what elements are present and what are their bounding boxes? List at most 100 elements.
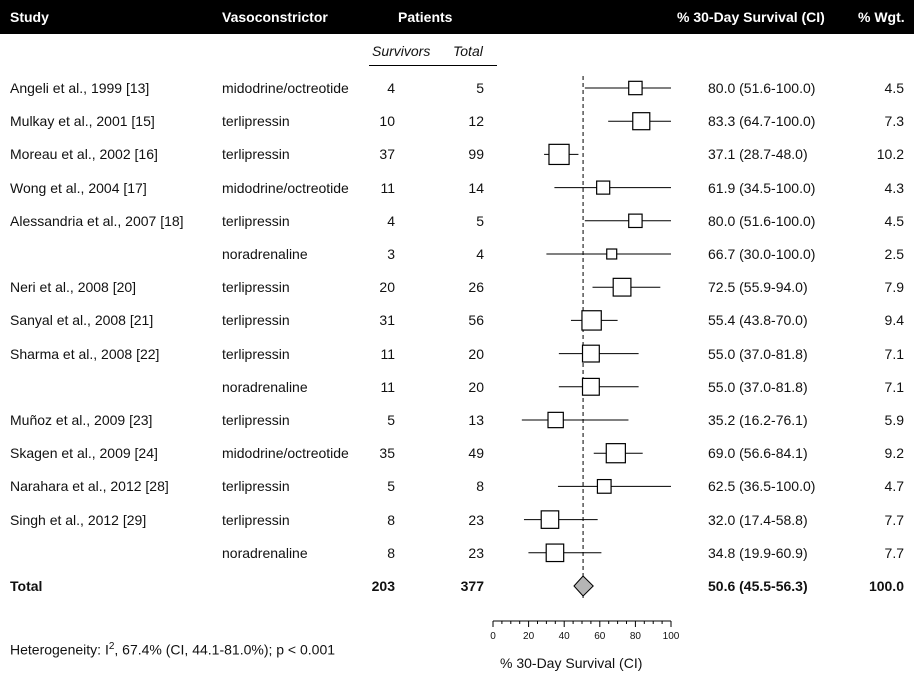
survival-ci-cell: 32.0 (17.4-58.8) (708, 511, 808, 528)
weight-cell: 9.2 (884, 445, 904, 462)
vasoconstrictor-cell: midodrine/octreotide (222, 80, 349, 96)
estimate-box (612, 277, 632, 297)
vasoconstrictor-cell: noradrenaline (222, 378, 308, 395)
total-patients-cell: 377 (460, 578, 484, 594)
survivors-cell: 20 (379, 279, 395, 296)
vasoconstrictor-cell: terlipressin (222, 412, 290, 428)
survival-ci-cell: 35.2 (16.2-76.1) (708, 412, 808, 428)
survival-ci-cell: 55.0 (37.0-81.8) (708, 345, 808, 362)
study-name-cell: Sanyal et al., 2008 [21] (10, 312, 154, 329)
study-name-cell: Muñoz et al., 2009 [23] (10, 412, 153, 428)
vasoconstrictor-cell: terlipressin (222, 212, 290, 229)
survivors-cell: 4 (387, 80, 395, 96)
heterogeneity-superscript: 2 (108, 641, 115, 652)
total-cell: 23 (468, 511, 484, 528)
study-name-cell: Alessandria et al., 2007 [18] (10, 212, 184, 229)
x-tick-label: 0 (490, 631, 496, 642)
study-name-cell: Sharma et al., 2008 [22] (10, 345, 160, 362)
survival-ci-cell: 80.0 (51.6-100.0) (708, 212, 816, 229)
total-cell: 12 (468, 113, 484, 130)
vasoconstrictor-cell: noradrenaline (222, 544, 308, 561)
x-tick-label: 100 (663, 631, 680, 642)
survival-ci-cell: 66.7 (30.0-100.0) (708, 246, 816, 262)
survivors-cell: 5 (387, 412, 395, 428)
weight-cell: 7.7 (884, 511, 904, 528)
survivors-cell: 3 (387, 246, 395, 262)
vasoconstrictor-cell: terlipressin (222, 279, 290, 296)
vasoconstrictor-cell: terlipressin (222, 146, 290, 163)
pooled-diamond (573, 575, 594, 597)
total-cell: 13 (468, 412, 484, 428)
total-cell: 20 (468, 345, 484, 362)
total-cell: 14 (468, 179, 484, 196)
survivors-cell: 11 (380, 179, 395, 196)
patients-column-header: Patients (398, 9, 453, 25)
survivors-cell: 11 (380, 378, 395, 395)
total-cell: 26 (468, 279, 484, 296)
total-weight-cell: 100.0 (868, 578, 904, 594)
survival-ci-cell: 55.0 (37.0-81.8) (708, 378, 808, 395)
vasoconstrictor-column-header: Vasoconstrictor (222, 9, 328, 25)
survival-ci-cell: 37.1 (28.7-48.0) (708, 146, 808, 163)
study-name-cell: Neri et al., 2008 [20] (10, 279, 137, 296)
weight-cell: 9.4 (884, 312, 904, 329)
estimate-box (628, 80, 643, 96)
x-tick-label: 60 (594, 631, 606, 642)
survivors-subheader: Survivors (372, 43, 431, 59)
estimate-box (596, 180, 611, 195)
weight-cell: 7.1 (884, 378, 904, 395)
survival-ci-cell: 72.5 (55.9-94.0) (708, 279, 808, 296)
survivors-cell: 10 (379, 113, 395, 130)
heterogeneity-rest: , 67.4% (CI, 44.1-81.0%); p < 0.001 (114, 641, 336, 658)
estimate-box (545, 543, 565, 563)
x-tick-label: 40 (559, 631, 571, 642)
total-survival-ci-cell: 50.6 (45.5-56.3) (708, 578, 808, 594)
total-cell: 49 (468, 445, 484, 462)
weight-column-header: % Wgt. (858, 9, 905, 25)
survival-ci-cell: 69.0 (56.6-84.1) (708, 445, 808, 462)
study-name-cell: Wong et al., 2004 [17] (10, 179, 147, 196)
survival-ci-cell: 61.9 (34.5-100.0) (708, 179, 816, 196)
weight-cell: 7.3 (884, 113, 904, 130)
weight-cell: 7.7 (884, 544, 904, 561)
table-header-bar: Study Vasoconstrictor Patients % 30-Day … (0, 0, 914, 34)
total-cell: 20 (468, 378, 484, 395)
survival-ci-cell: 80.0 (51.6-100.0) (708, 80, 816, 96)
survivors-cell: 8 (387, 544, 395, 561)
x-axis-title: % 30-Day Survival (CI) (500, 655, 643, 671)
survival-ci-cell: 34.8 (19.9-60.9) (708, 544, 808, 561)
heterogeneity-note: Heterogeneity: I2, 67.4% (CI, 44.1-81.0%… (10, 641, 335, 658)
estimate-box (540, 510, 560, 529)
total-subheader: Total (453, 43, 483, 59)
study-name-cell: Angeli et al., 1999 [13] (10, 80, 150, 96)
study-name-cell: Moreau et al., 2002 [16] (10, 146, 158, 163)
weight-cell: 10.2 (876, 146, 904, 163)
weight-cell: 4.7 (884, 478, 904, 495)
survivors-cell: 35 (379, 445, 395, 462)
x-tick-label: 80 (630, 631, 642, 642)
survivors-cell: 4 (387, 212, 395, 229)
vasoconstrictor-cell: terlipressin (222, 312, 290, 329)
weight-cell: 5.9 (884, 412, 904, 428)
study-name-cell: Skagen et al., 2009 [24] (10, 445, 158, 462)
total-cell: 99 (468, 146, 484, 163)
study-column-header: Study (10, 9, 49, 25)
total-cell: 5 (476, 80, 484, 96)
total-label-cell: Total (10, 578, 43, 594)
total-cell: 8 (476, 478, 484, 495)
survival-ci-cell: 83.3 (64.7-100.0) (708, 113, 816, 130)
survival-column-header: % 30-Day Survival (CI) (677, 9, 825, 25)
estimate-box (581, 377, 600, 396)
total-cell: 23 (468, 544, 484, 561)
estimate-box (606, 248, 618, 260)
vasoconstrictor-cell: terlipressin (222, 345, 290, 362)
survivors-cell: 37 (379, 146, 395, 163)
heterogeneity-prefix: Heterogeneity: I (10, 641, 109, 658)
survivors-cell: 31 (379, 312, 395, 329)
vasoconstrictor-cell: noradrenaline (222, 246, 308, 262)
vasoconstrictor-cell: terlipressin (222, 478, 290, 495)
subheader-divider (369, 65, 497, 66)
weight-cell: 4.5 (884, 80, 904, 96)
vasoconstrictor-cell: midodrine/octreotide (222, 445, 349, 462)
vasoconstrictor-cell: terlipressin (222, 113, 290, 130)
